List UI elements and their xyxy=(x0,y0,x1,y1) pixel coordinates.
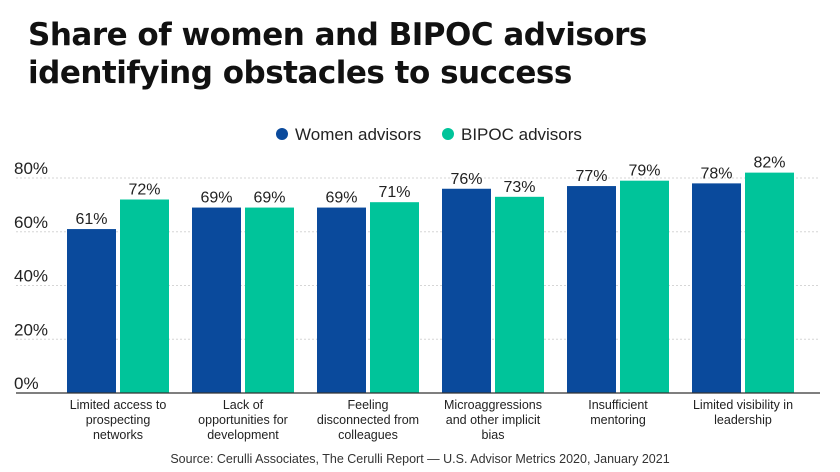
y-tick-label: 60% xyxy=(14,213,48,232)
bar-bipoc xyxy=(245,207,294,393)
data-label-women: 69% xyxy=(325,190,357,207)
category-label: bias xyxy=(482,428,505,442)
category-label: Microaggressions xyxy=(444,398,542,412)
bar-bipoc xyxy=(620,180,669,393)
legend-label-bipoc: BIPOC advisors xyxy=(461,125,582,144)
bar-women xyxy=(192,207,241,393)
category-label: Limited visibility in xyxy=(693,398,793,412)
bar-bipoc xyxy=(495,196,544,393)
legend-label-women: Women advisors xyxy=(295,125,421,144)
category-label: and other implicit xyxy=(446,413,541,427)
category-label: Limited access to xyxy=(70,398,167,412)
bar-bipoc xyxy=(120,199,169,393)
y-tick-label: 80% xyxy=(14,159,48,178)
data-label-bipoc: 69% xyxy=(253,190,285,207)
data-label-bipoc: 82% xyxy=(753,155,785,172)
bar-women xyxy=(692,183,741,393)
bar-women xyxy=(567,186,616,393)
bar-women xyxy=(317,207,366,393)
data-label-women: 61% xyxy=(75,211,107,228)
legend-marker-bipoc xyxy=(442,128,454,140)
category-label: opportunities for xyxy=(198,413,288,427)
data-label-bipoc: 79% xyxy=(628,163,660,180)
bar-women xyxy=(67,229,116,393)
legend-marker-women xyxy=(276,128,288,140)
bar-bipoc xyxy=(370,202,419,393)
data-label-bipoc: 72% xyxy=(128,182,160,199)
data-label-women: 76% xyxy=(450,171,482,188)
bar-women xyxy=(442,188,491,393)
category-label: Insufficient xyxy=(588,398,648,412)
data-label-women: 69% xyxy=(200,190,232,207)
category-label: networks xyxy=(93,428,143,442)
category-label: Lack of xyxy=(223,398,264,412)
category-label: mentoring xyxy=(590,413,646,427)
y-tick-label: 40% xyxy=(14,267,48,286)
category-label: prospecting xyxy=(86,413,151,427)
source-note: Source: Cerulli Associates, The Cerulli … xyxy=(170,452,669,466)
y-tick-label: 20% xyxy=(14,320,48,339)
category-label: leadership xyxy=(714,413,772,427)
category-label: development xyxy=(207,428,279,442)
category-label: disconnected from xyxy=(317,413,419,427)
data-label-women: 78% xyxy=(700,165,732,182)
category-label: colleagues xyxy=(338,428,398,442)
category-label: Feeling xyxy=(348,398,389,412)
chart-title: Share of women and BIPOC advisors identi… xyxy=(28,17,647,91)
data-label-women: 77% xyxy=(575,168,607,185)
bar-bipoc xyxy=(745,172,794,393)
y-tick-label: 0% xyxy=(14,374,39,393)
data-label-bipoc: 73% xyxy=(503,179,535,196)
data-label-bipoc: 71% xyxy=(378,184,410,201)
